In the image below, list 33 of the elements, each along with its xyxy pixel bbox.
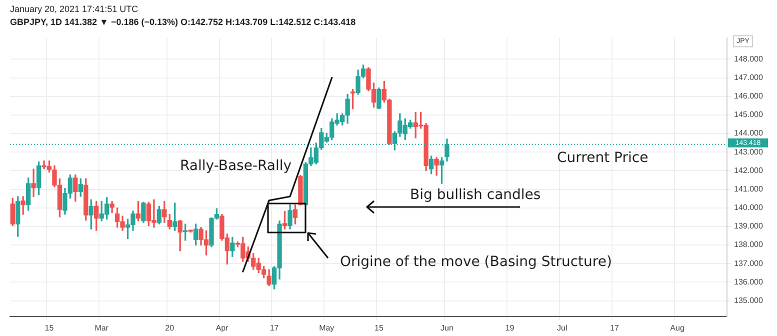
annotation: Big bullish candles: [410, 187, 541, 203]
x-tick-label: 17: [610, 323, 620, 332]
y-tick-label: 138.000: [734, 240, 764, 250]
x-tick-label: Mar: [94, 323, 109, 332]
x-tick-label: Apr: [216, 323, 229, 332]
x-tick-label: 20: [165, 323, 175, 332]
x-tick-label: Jul: [557, 323, 568, 332]
annotation: Current Price: [557, 150, 648, 166]
y-tick-label: 141.000: [734, 184, 764, 194]
candlestick: [31, 168, 36, 197]
y-tick-label: 148.000: [734, 54, 764, 64]
y-tick-label: 139.000: [734, 222, 764, 231]
y-tick-label: 135.000: [734, 296, 764, 305]
x-tick-label: May: [319, 323, 334, 332]
y-tick-label: 146.000: [734, 92, 764, 101]
y-tick-label: 143.000: [734, 147, 764, 156]
y-tick-label: 144.000: [734, 128, 764, 138]
y-tick-label: 140.000: [734, 203, 764, 212]
y-tick-label: 145.000: [734, 110, 764, 120]
x-tick-label: Jun: [440, 323, 454, 332]
x-tick-label: 15: [44, 323, 54, 332]
annotation: Rally-Base-Rally: [180, 158, 292, 174]
y-tick-label: 147.000: [734, 72, 764, 82]
y-tick-label: 136.000: [734, 277, 764, 286]
x-tick-label: 15: [374, 323, 384, 332]
x-tick-label: Aug: [670, 323, 684, 332]
x-tick-label: 17: [270, 323, 280, 332]
y-tick-label: 137.000: [734, 258, 764, 268]
chart-title: GBPJPY, 1D 141.382 ▼ −0.186 (−0.13%) O:142.752 H:143.709 L:142.512 C:143.418: [10, 17, 356, 27]
annotation: Origine of the move (Basing Structure): [340, 254, 612, 270]
x-tick-label: 19: [505, 323, 515, 332]
chart-subtitle: January 20, 2021 17:41:51 UTC: [10, 4, 138, 14]
y-tick-label: 142.000: [734, 166, 764, 175]
